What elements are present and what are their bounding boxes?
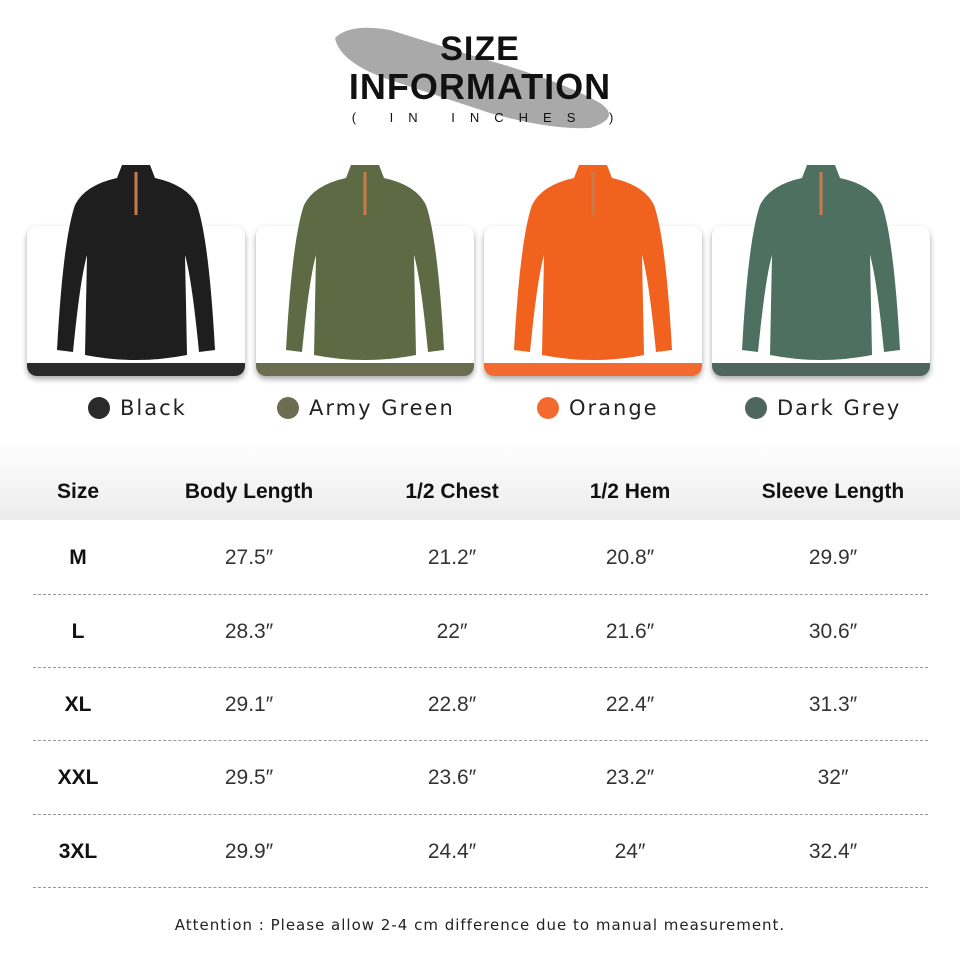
title-line-1: SIZE: [440, 30, 520, 68]
size-label: XL: [64, 693, 92, 716]
row-divider: [33, 887, 928, 888]
color-option: Army Green: [277, 396, 455, 420]
table-cell: 23.2″: [605, 766, 655, 789]
color-bar: [256, 363, 474, 376]
table-cell: 20.8″: [605, 546, 655, 569]
table-cell: 29.9″: [808, 546, 858, 569]
table-cell: 29.5″: [224, 766, 274, 789]
shirt-image: [514, 165, 672, 360]
row-divider: [33, 594, 928, 595]
table-cell: 22.4″: [605, 693, 655, 716]
brush-stroke-decoration: [335, 27, 609, 129]
table-cell: 31.3″: [808, 693, 858, 716]
color-bar: [27, 363, 245, 376]
row-divider: [33, 740, 928, 741]
table-cell: 23.6″: [427, 766, 477, 789]
color-swatch: [88, 397, 110, 419]
table-cell: 21.6″: [605, 620, 655, 643]
color-bar: [712, 363, 930, 376]
color-option: Orange: [537, 396, 659, 420]
table-cell: 30.6″: [808, 620, 858, 643]
table-cell: 28.3″: [224, 620, 274, 643]
table-cell: 27.5″: [224, 546, 274, 569]
table-cell: 29.9″: [224, 840, 274, 863]
title-unit: ( IN INCHES ): [351, 110, 629, 125]
table-cell: 21.2″: [427, 546, 477, 569]
color-label: Black: [120, 396, 187, 420]
table-cell: 24″: [614, 840, 646, 863]
color-option: Dark Grey: [745, 396, 901, 420]
table-cell: 22″: [436, 620, 468, 643]
color-option: Black: [88, 396, 187, 420]
row-divider: [33, 814, 928, 815]
size-label: 3XL: [58, 840, 98, 863]
table-cell: 32″: [817, 766, 849, 789]
color-bar: [484, 363, 702, 376]
color-swatch: [537, 397, 559, 419]
size-label: L: [71, 620, 85, 643]
color-label: Dark Grey: [777, 396, 902, 420]
column-header: Body Length: [184, 480, 314, 503]
size-label: XXL: [57, 766, 99, 789]
color-label: Army Green: [309, 396, 455, 420]
color-label: Orange: [569, 396, 659, 420]
color-swatch: [277, 397, 299, 419]
table-cell: 24.4″: [427, 840, 477, 863]
column-header: 1/2 Chest: [405, 480, 499, 503]
footer-note: Attention : Please allow 2-4 cm differen…: [174, 916, 786, 934]
table-cell: 29.1″: [224, 693, 274, 716]
column-header: Sleeve Length: [761, 480, 905, 503]
shirt-image: [286, 165, 444, 360]
shirt-image: [57, 165, 215, 360]
title-line-2: INFORMATION: [348, 66, 612, 107]
color-swatch: [745, 397, 767, 419]
shirt-image: [742, 165, 900, 360]
column-header: 1/2 Hem: [589, 480, 671, 503]
size-label: M: [69, 546, 87, 569]
row-divider: [33, 667, 928, 668]
table-header-band: [0, 440, 960, 520]
table-cell: 32.4″: [808, 840, 858, 863]
column-header: Size: [56, 480, 100, 503]
table-cell: 22.8″: [427, 693, 477, 716]
